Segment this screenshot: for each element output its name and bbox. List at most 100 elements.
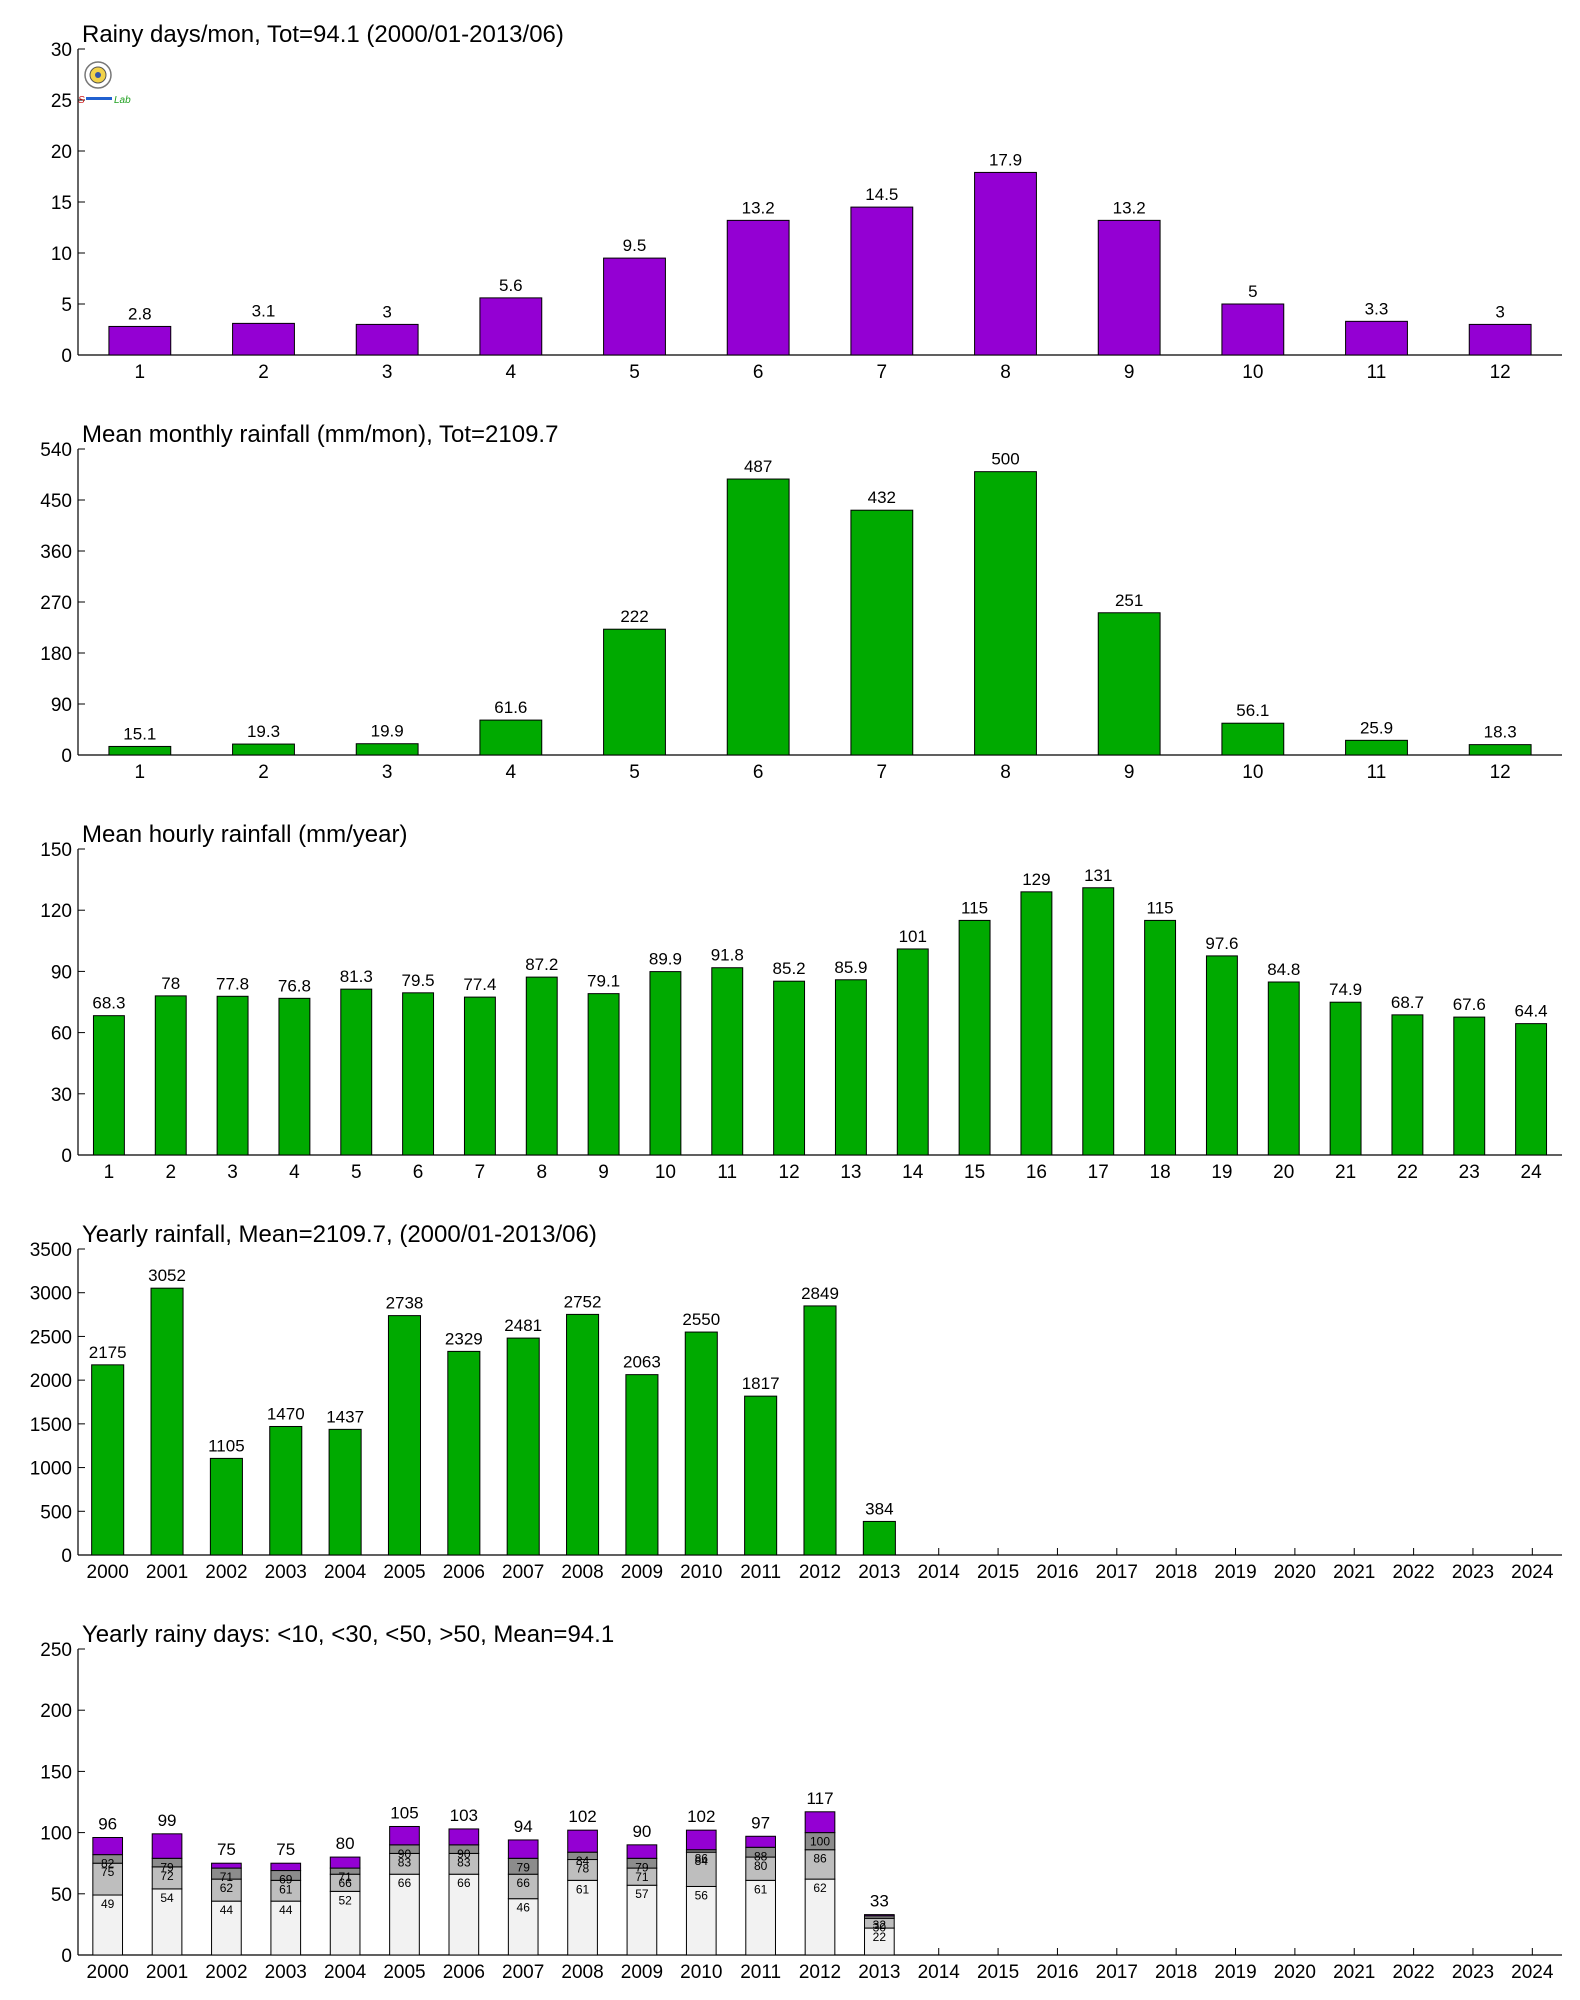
bar xyxy=(506,1337,540,1556)
data-label: 2481 xyxy=(504,1316,542,1335)
x-tick-label: 11 xyxy=(1367,762,1387,783)
x-tick-label: 13 xyxy=(840,1162,861,1183)
segment-label-lt30: 75 xyxy=(101,1865,115,1879)
segment-label-lt50: 79 xyxy=(517,1860,531,1874)
bar xyxy=(684,1331,718,1556)
x-tick-label: 2023 xyxy=(1452,1562,1494,1583)
data-label: 5.6 xyxy=(499,276,523,295)
data-label: 115 xyxy=(961,898,988,917)
bar-segment-lt10 xyxy=(270,1900,302,1956)
bar-segment-lt10 xyxy=(685,1885,717,1956)
x-tick-label: 2014 xyxy=(918,1562,961,1583)
bar-segment-gt50 xyxy=(329,1856,361,1869)
segment-label-lt10: 44 xyxy=(220,1903,234,1917)
x-tick-label: 2021 xyxy=(1333,1962,1375,1983)
data-label: 3.1 xyxy=(252,301,276,320)
bar xyxy=(726,478,790,756)
x-tick-label: 2002 xyxy=(205,1962,247,1983)
data-label: 79.5 xyxy=(402,971,435,990)
segment-label-lt10: 62 xyxy=(813,1881,827,1895)
bar-segment-lt10 xyxy=(567,1879,598,1956)
bar xyxy=(216,995,249,1156)
segment-label-lt30: 86 xyxy=(813,1852,827,1866)
segment-label-lt50: 71 xyxy=(338,1870,352,1884)
data-label-total: 96 xyxy=(98,1814,117,1833)
bar xyxy=(1267,981,1300,1156)
bar xyxy=(479,719,543,756)
bar xyxy=(355,323,419,356)
x-tick-label: 2 xyxy=(165,1162,176,1183)
x-tick-label: 9 xyxy=(1124,362,1135,383)
x-tick-label: 11 xyxy=(717,1162,737,1183)
x-tick-label: 2003 xyxy=(265,1962,307,1983)
x-tick-label: 2001 xyxy=(146,1962,188,1983)
data-label-total: 94 xyxy=(514,1817,533,1836)
data-label: 2329 xyxy=(445,1329,483,1348)
segment-label-lt50: 71 xyxy=(220,1870,234,1884)
chart-title: Rainy days/mon, Tot=94.1 (2000/01-2013/0… xyxy=(82,21,564,48)
x-tick-label: 15 xyxy=(964,1162,985,1183)
segment-label-lt50: 90 xyxy=(398,1847,412,1861)
bar-segment-lt10 xyxy=(389,1873,420,1956)
bar xyxy=(1097,219,1161,356)
x-tick-label: 2019 xyxy=(1214,1562,1256,1583)
chart-mean-hourly-rainfall: Mean hourly rainfall (mm/year) 030609012… xyxy=(40,821,1562,1183)
x-tick-label: 2009 xyxy=(621,1962,663,1983)
data-label: 384 xyxy=(865,1499,893,1518)
bar xyxy=(587,993,620,1156)
x-tick-label: 2015 xyxy=(977,1962,1019,1983)
data-label-total: 117 xyxy=(806,1789,833,1808)
data-label: 91.8 xyxy=(711,946,744,965)
bar-segment-lt10 xyxy=(151,1888,183,1956)
bar-segment-gt50 xyxy=(151,1833,183,1859)
x-tick-label: 12 xyxy=(1490,762,1511,783)
bar xyxy=(402,992,435,1156)
x-tick-label: 2012 xyxy=(799,1962,841,1983)
y-tick-label: 25 xyxy=(51,91,72,112)
bar xyxy=(974,471,1037,756)
data-label-total: 33 xyxy=(870,1892,889,1911)
bar xyxy=(850,206,914,356)
bar xyxy=(862,1520,896,1556)
data-label: 1437 xyxy=(326,1407,364,1426)
bar xyxy=(355,743,419,756)
data-label: 15.1 xyxy=(123,724,156,743)
x-tick-label: 2006 xyxy=(443,1562,485,1583)
data-label: 432 xyxy=(868,488,896,507)
segment-label-lt10: 61 xyxy=(754,1882,768,1896)
x-tick-label: 2011 xyxy=(740,1562,781,1583)
data-label: 67.6 xyxy=(1453,995,1486,1014)
bar xyxy=(154,995,187,1156)
bar xyxy=(773,980,806,1156)
x-tick-label: 2016 xyxy=(1036,1962,1078,1983)
data-label: 3 xyxy=(382,302,391,321)
data-label-total: 75 xyxy=(276,1840,295,1859)
x-tick-label: 2007 xyxy=(502,1562,544,1583)
x-tick-label: 2 xyxy=(258,762,269,783)
bar xyxy=(1205,955,1238,1156)
data-label: 68.3 xyxy=(92,994,125,1013)
x-tick-label: 24 xyxy=(1521,1162,1543,1183)
bar-segment-lt30 xyxy=(685,1851,717,1887)
chart-yearly-rainfall: Yearly rainfall, Mean=2109.7, (2000/01-2… xyxy=(30,1221,1562,1583)
x-tick-label: 8 xyxy=(536,1162,547,1183)
segment-label-lt10: 54 xyxy=(160,1891,174,1905)
x-tick-label: 2019 xyxy=(1214,1962,1256,1983)
segment-label-lt30: 83 xyxy=(457,1855,471,1869)
x-tick-label: 2000 xyxy=(87,1562,129,1583)
bar xyxy=(1391,1014,1424,1156)
data-label: 13.2 xyxy=(1113,198,1146,217)
data-label: 56.1 xyxy=(1236,701,1269,720)
x-tick-label: 2004 xyxy=(324,1562,367,1583)
data-label: 101 xyxy=(899,927,927,946)
x-tick-label: 2010 xyxy=(680,1962,722,1983)
data-label: 222 xyxy=(620,607,648,626)
bar xyxy=(711,967,744,1156)
data-label: 131 xyxy=(1084,866,1112,885)
y-tick-label: 0 xyxy=(61,1946,72,1967)
segment-label-lt30: 80 xyxy=(754,1859,768,1873)
x-tick-label: 5 xyxy=(351,1162,362,1183)
segment-label-lt10: 22 xyxy=(873,1930,887,1944)
bar xyxy=(278,997,311,1156)
